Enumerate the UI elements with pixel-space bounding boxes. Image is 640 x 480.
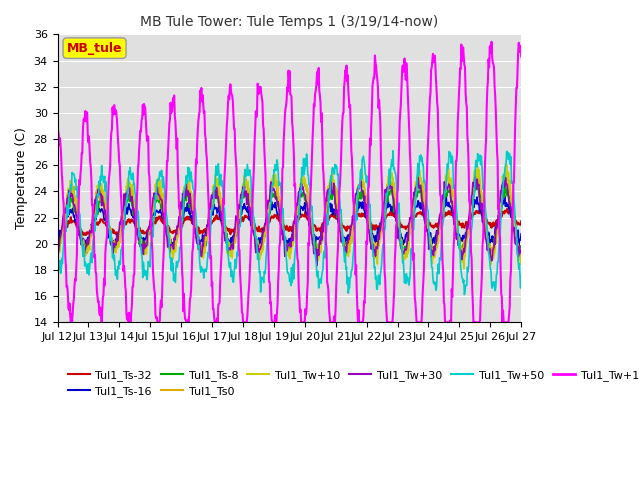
Text: MB_tule: MB_tule [67,42,122,55]
Title: MB Tule Tower: Tule Temps 1 (3/19/14-now): MB Tule Tower: Tule Temps 1 (3/19/14-now… [140,15,438,29]
Legend: Tul1_Ts-32, Tul1_Ts-16, Tul1_Ts-8, Tul1_Ts0, Tul1_Tw+10, Tul1_Tw+30, Tul1_Tw+50,: Tul1_Ts-32, Tul1_Ts-16, Tul1_Ts-8, Tul1_… [63,365,640,402]
Y-axis label: Temperature (C): Temperature (C) [15,127,28,229]
